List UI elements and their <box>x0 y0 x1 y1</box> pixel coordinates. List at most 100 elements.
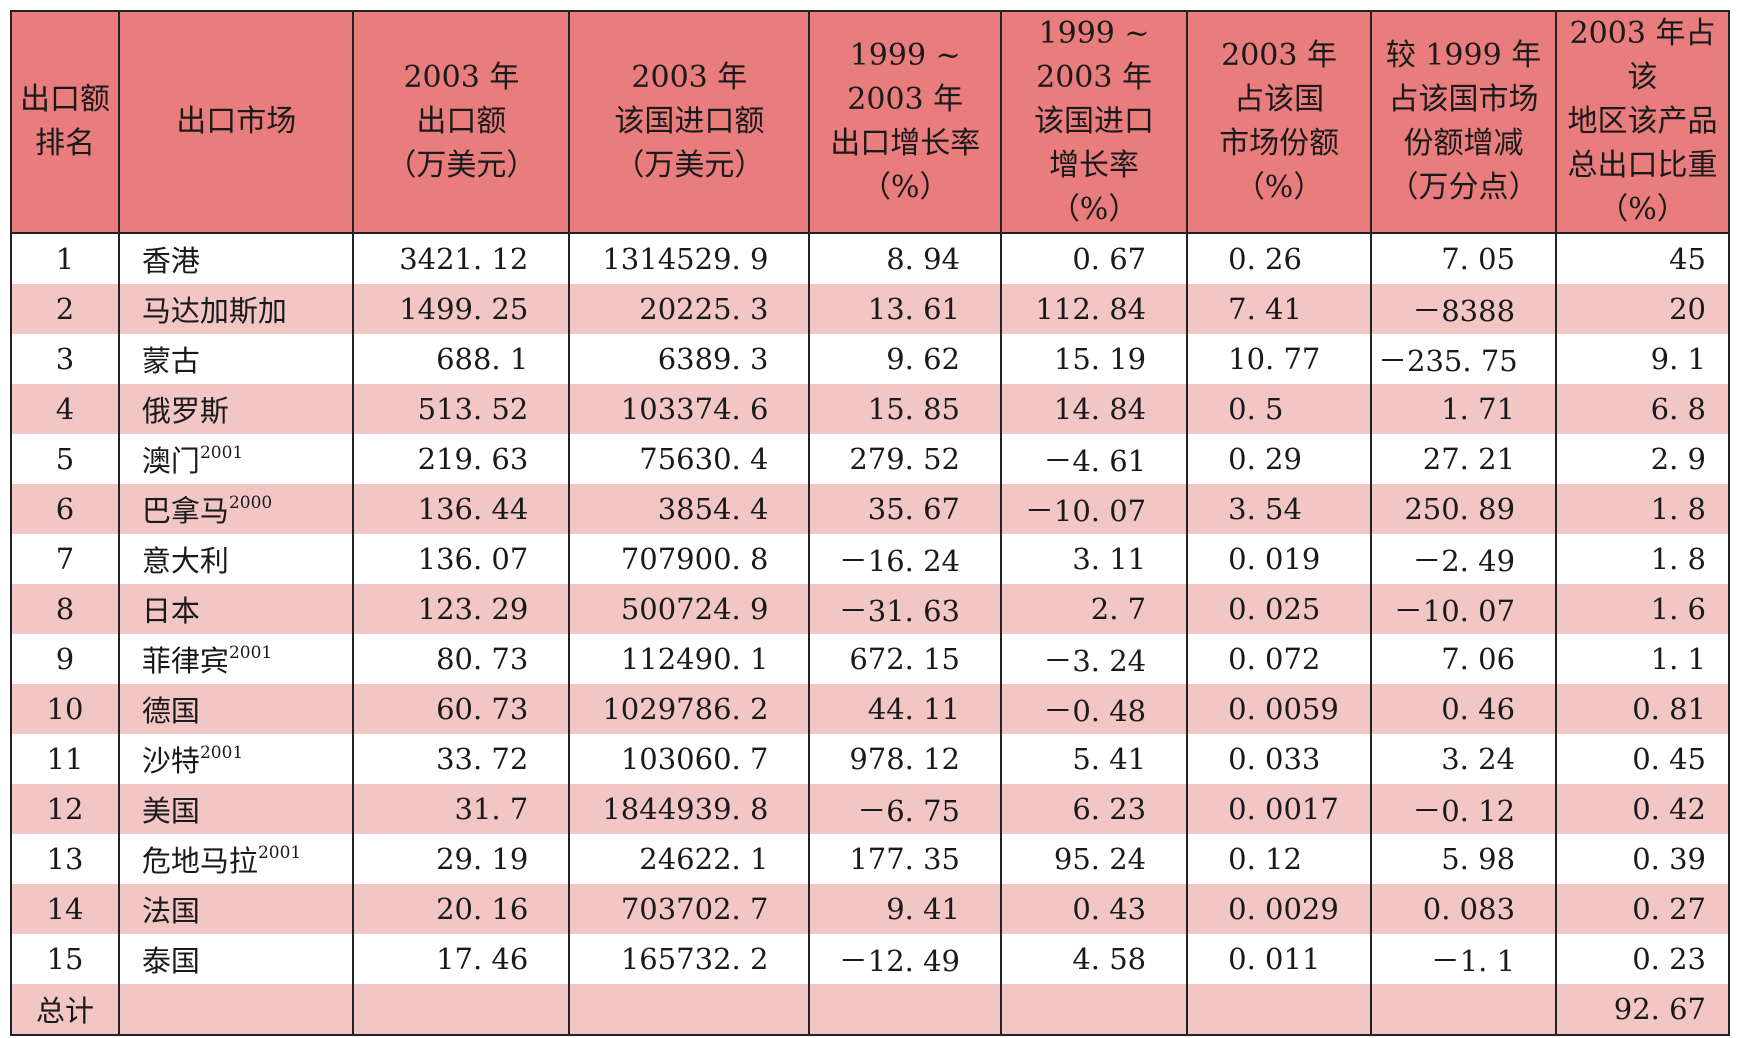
import-2003-cell-text: 20225. 3 <box>639 292 769 326</box>
market-year-superscript: 2001 <box>228 643 273 663</box>
export-growth-cell: 15. 85 <box>808 384 1003 434</box>
header-line: 2003 年 <box>403 60 520 95</box>
export-weight-cell-text: 20 <box>1669 292 1706 326</box>
table-row: 1 香港 3421. 12 1314529. 9 8. 94 0. 67 0. 26 7. 0… <box>10 233 1730 284</box>
rank-cell: 2 <box>10 284 120 334</box>
export-weight-cell-text: 0. 23 <box>1632 942 1706 976</box>
rank-cell-text: 6 <box>55 492 75 526</box>
header-line: （%） <box>1598 192 1687 227</box>
market-cell: 香港 <box>117 233 355 284</box>
market-cell: 澳门2001 <box>117 434 355 484</box>
market-cell: 法国 <box>117 884 355 934</box>
export-weight-cell: 0. 81 <box>1555 684 1730 734</box>
export-2003-cell-text: 29. 19 <box>436 842 529 876</box>
export-growth-cell: 279. 52 <box>808 434 1003 484</box>
import-2003-cell-text: 6389. 3 <box>657 342 769 376</box>
market-share-cell-text: 7. 41 <box>1228 292 1302 326</box>
market-share-cell-text: 0. 025 <box>1228 592 1321 626</box>
market-year-superscript: 2001 <box>257 843 302 863</box>
market-share-cell: 0. 0059 <box>1186 684 1373 734</box>
header-line: （万美元） <box>614 148 765 183</box>
export-growth-cell: －16. 24 <box>808 534 1003 584</box>
market-cell-text: 俄罗斯 <box>141 394 229 428</box>
export-weight-cell-text: 1. 8 <box>1650 492 1706 526</box>
share-change-cell: －2. 49 <box>1370 534 1558 584</box>
total-empty-cell <box>1186 984 1373 1036</box>
share-change-cell-text: 1. 71 <box>1441 392 1516 426</box>
market-cell-text: 法国 <box>141 894 200 928</box>
import-growth-cell: 112. 84 <box>1000 284 1189 334</box>
market-share-cell-text: 3. 54 <box>1228 492 1302 526</box>
market-share-cell: 3. 54 <box>1186 484 1373 534</box>
share-change-cell-text: －8388 <box>1412 294 1516 328</box>
import-2003-cell: 103374. 6 <box>568 384 811 434</box>
export-weight-cell-text: 0. 42 <box>1632 792 1706 826</box>
import-2003-cell-text: 500724. 9 <box>620 592 769 626</box>
table-row: 15 泰国 17. 46 165732. 2 －12. 49 4. 58 0. 011 －1.… <box>10 934 1730 984</box>
header-line: 占该国 <box>1234 82 1325 117</box>
export-weight-cell: 0. 27 <box>1555 884 1730 934</box>
header-line: 总出口比重 <box>1567 148 1718 183</box>
market-share-cell: 0. 025 <box>1186 584 1373 634</box>
rank-cell-text: 15 <box>46 942 84 976</box>
market-cell-text: 香港 <box>141 244 200 278</box>
rank-cell-text: 5 <box>55 442 75 476</box>
import-2003-cell: 24622. 1 <box>568 834 811 884</box>
market-cell: 蒙古 <box>117 334 355 384</box>
import-2003-cell-text: 1314529. 9 <box>602 242 769 276</box>
import-growth-cell-text: 15. 19 <box>1053 342 1147 376</box>
rank-cell-text: 4 <box>55 392 75 426</box>
export-2003-cell-text: 219. 63 <box>417 442 529 476</box>
export-2003-cell: 31. 7 <box>352 784 571 834</box>
export-weight-cell-text: 9. 1 <box>1650 342 1706 376</box>
market-share-cell: 0. 072 <box>1186 634 1373 684</box>
import-2003-cell: 6389. 3 <box>568 334 811 384</box>
market-cell-text: 马达加斯加 <box>141 294 287 328</box>
share-change-cell: －8388 <box>1370 284 1558 334</box>
import-2003-cell-text: 24622. 1 <box>639 842 769 876</box>
share-change-cell-text: 7. 06 <box>1441 642 1516 676</box>
export-2003-cell: 3421. 12 <box>352 233 571 284</box>
market-share-cell: 7. 41 <box>1186 284 1373 334</box>
export-weight-cell-text: 0. 27 <box>1632 892 1706 926</box>
export-weight-cell: 1. 8 <box>1555 534 1730 584</box>
import-2003-cell: 1314529. 9 <box>568 233 811 284</box>
share-change-cell: －235. 75 <box>1370 334 1558 384</box>
market-cell-text: 德国 <box>141 694 200 728</box>
header-line: 排名 <box>34 126 95 161</box>
export-2003-cell: 60. 73 <box>352 684 571 734</box>
share-change-cell: 0. 083 <box>1370 884 1558 934</box>
import-2003-cell: 20225. 3 <box>568 284 811 334</box>
market-cell: 日本 <box>117 584 355 634</box>
import-2003-cell: 500724. 9 <box>568 584 811 634</box>
header-line: 增长率 <box>1049 148 1140 183</box>
rank-cell: 5 <box>10 434 120 484</box>
rank-cell-text: 13 <box>46 842 84 876</box>
import-growth-cell-text: 3. 11 <box>1072 542 1147 576</box>
market-cell-text: 蒙古 <box>141 344 200 378</box>
import-growth-cell-text: 14. 84 <box>1053 392 1147 426</box>
import-growth-cell-text: －4. 61 <box>1043 444 1147 478</box>
share-change-cell: 7. 05 <box>1370 233 1558 284</box>
header-line: 出口市场 <box>176 104 297 139</box>
import-2003-cell-text: 75630. 4 <box>639 442 769 476</box>
share-change-cell-text: 0. 083 <box>1422 892 1516 926</box>
total-export-weight-cell: 92. 67 <box>1555 984 1730 1036</box>
import-growth-cell: 0. 67 <box>1000 233 1189 284</box>
table-row: 13 危地马拉2001 29. 19 24622. 1 177. 35 95. 24 0. … <box>10 834 1730 884</box>
rank-cell: 8 <box>10 584 120 634</box>
market-cell: 俄罗斯 <box>117 384 355 434</box>
rank-cell-text: 2 <box>55 292 75 326</box>
share-change-cell: 250. 89 <box>1370 484 1558 534</box>
market-share-cell: 0. 0017 <box>1186 784 1373 834</box>
export-2003-cell: 80. 73 <box>352 634 571 684</box>
header-line: 较 1999 年 <box>1385 38 1542 73</box>
import-2003-cell: 112490. 1 <box>568 634 811 684</box>
rank-cell: 12 <box>10 784 120 834</box>
export-2003-cell: 33. 72 <box>352 734 571 784</box>
import-growth-cell-text: 2. 7 <box>1090 592 1147 626</box>
export-2003-cell-text: 688. 1 <box>436 342 529 376</box>
header-market: 出口市场 <box>117 10 355 234</box>
export-growth-cell-text: －16. 24 <box>838 544 961 578</box>
export-growth-cell: 44. 11 <box>808 684 1003 734</box>
